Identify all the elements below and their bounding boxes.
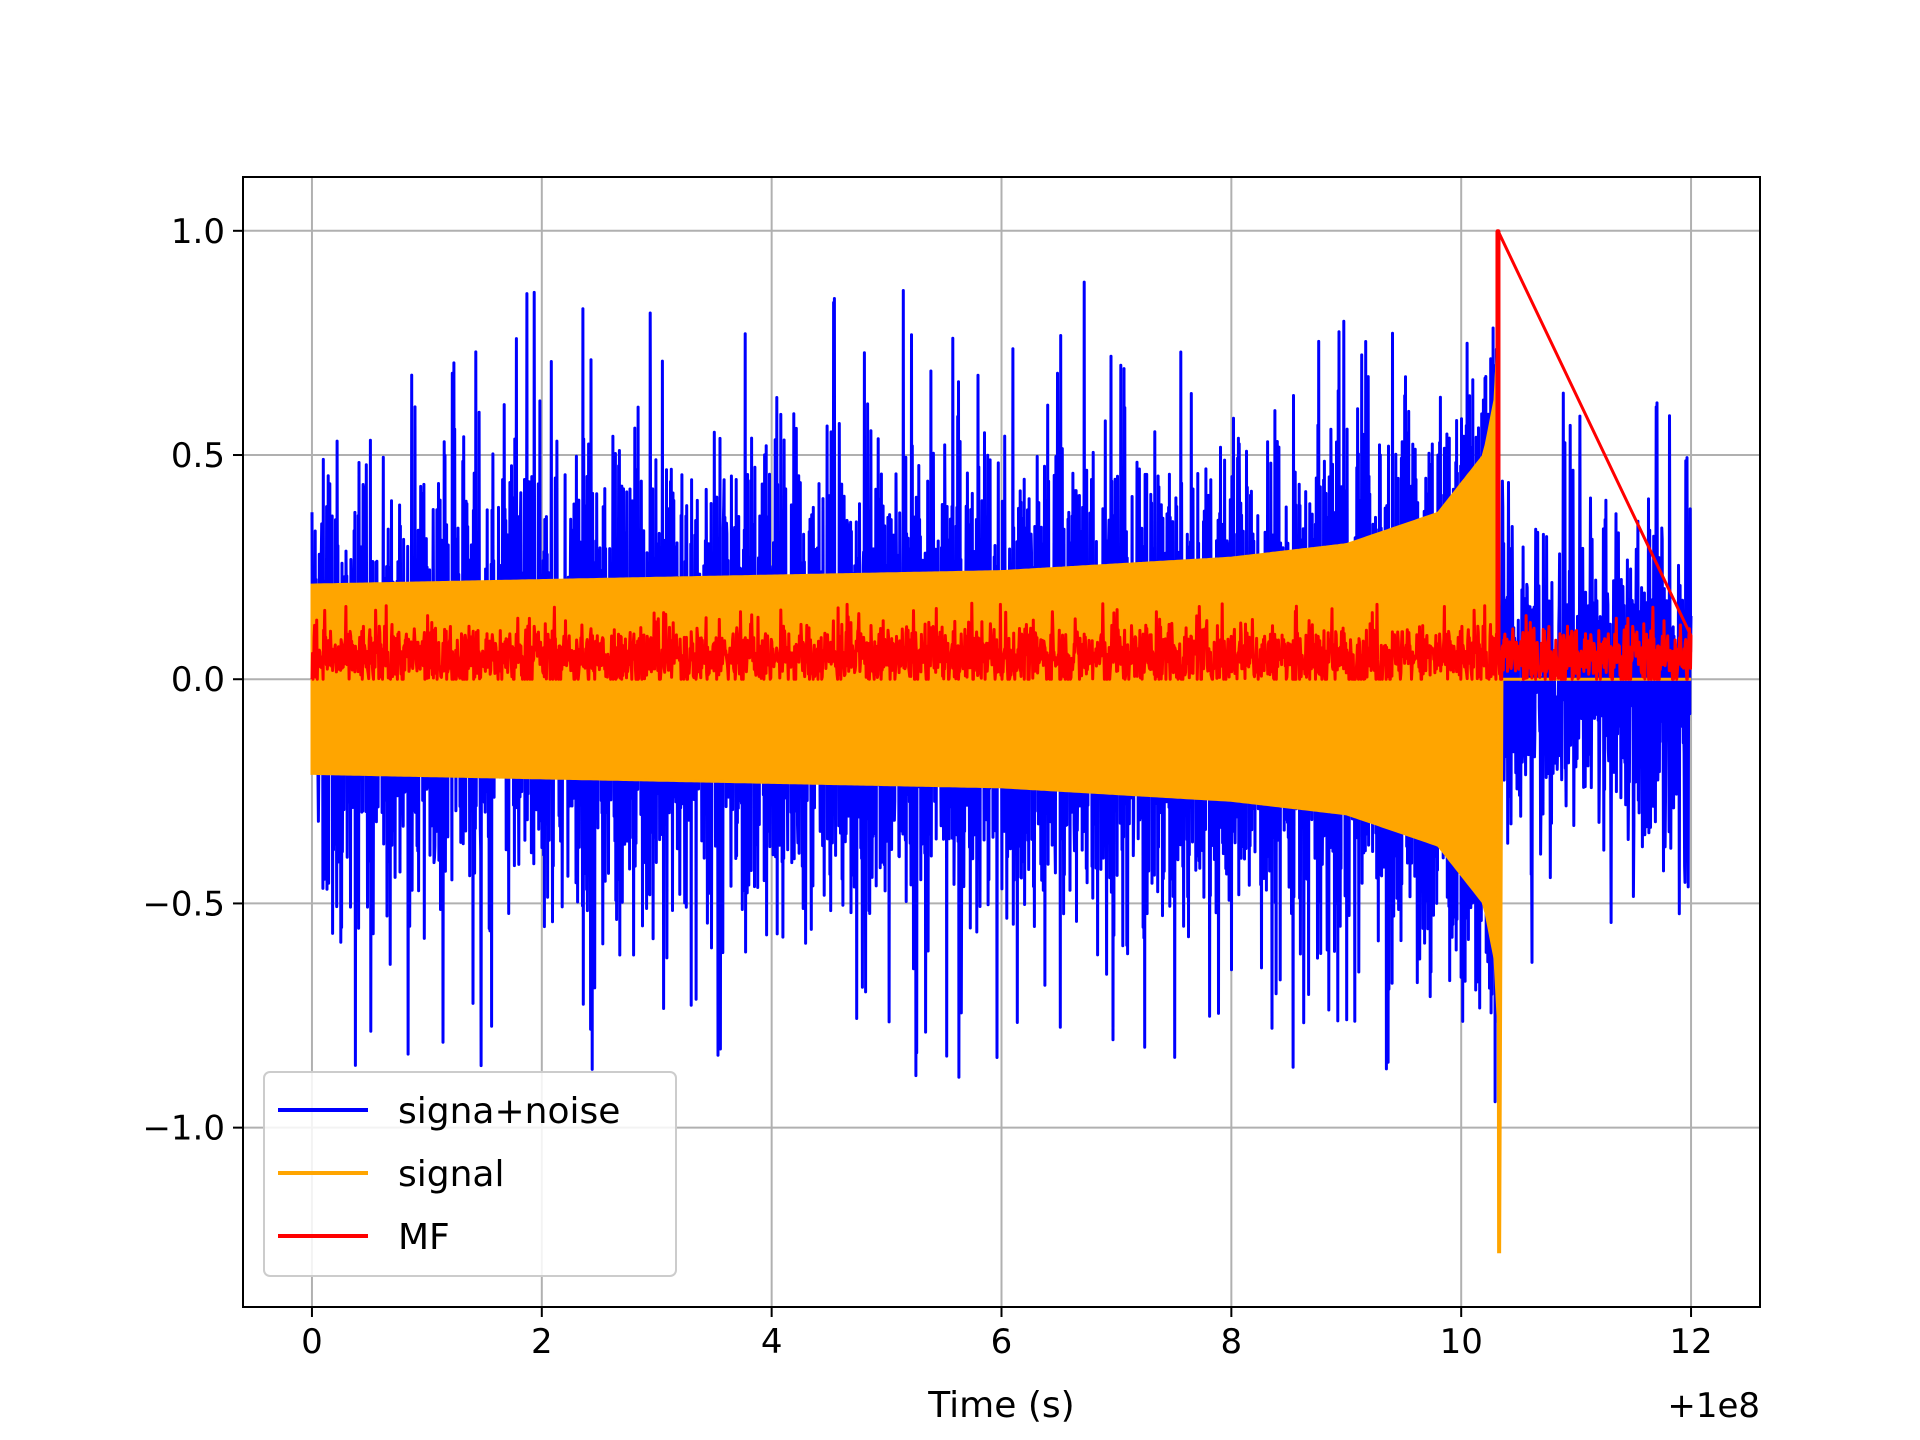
series-line-mf xyxy=(310,229,1693,681)
x-axis: 0 2 4 6 8 10 12 xyxy=(301,1307,1713,1362)
x-axis-label: Time (s) xyxy=(927,1385,1074,1426)
x-tick-label: 4 xyxy=(761,1322,783,1362)
y-axis: −1.0 −0.5 0.0 0.5 1.0 xyxy=(142,212,243,1149)
legend-label: MF xyxy=(398,1217,450,1258)
series-group xyxy=(310,229,1693,1254)
legend-label: signal xyxy=(398,1154,505,1195)
legend-label: signa+noise xyxy=(398,1091,620,1132)
x-tick-label: 2 xyxy=(531,1322,553,1362)
x-tick-label: 8 xyxy=(1221,1322,1243,1362)
x-tick-label: 0 xyxy=(301,1322,323,1362)
y-tick-label: 1.0 xyxy=(171,212,225,252)
x-axis-offset-label: +1e8 xyxy=(1667,1386,1760,1426)
y-tick-label: 0.0 xyxy=(171,660,225,700)
x-tick-label: 6 xyxy=(991,1322,1013,1362)
x-tick-label: 12 xyxy=(1669,1322,1712,1362)
legend-box xyxy=(263,1071,677,1277)
y-tick-label: 0.5 xyxy=(171,436,225,476)
x-tick-label: 10 xyxy=(1440,1322,1483,1362)
plot-area xyxy=(310,229,1693,1254)
y-tick-label: −1.0 xyxy=(142,1109,225,1149)
legend: signa+noise signal MF xyxy=(263,1071,677,1277)
y-tick-label: −0.5 xyxy=(142,884,225,924)
